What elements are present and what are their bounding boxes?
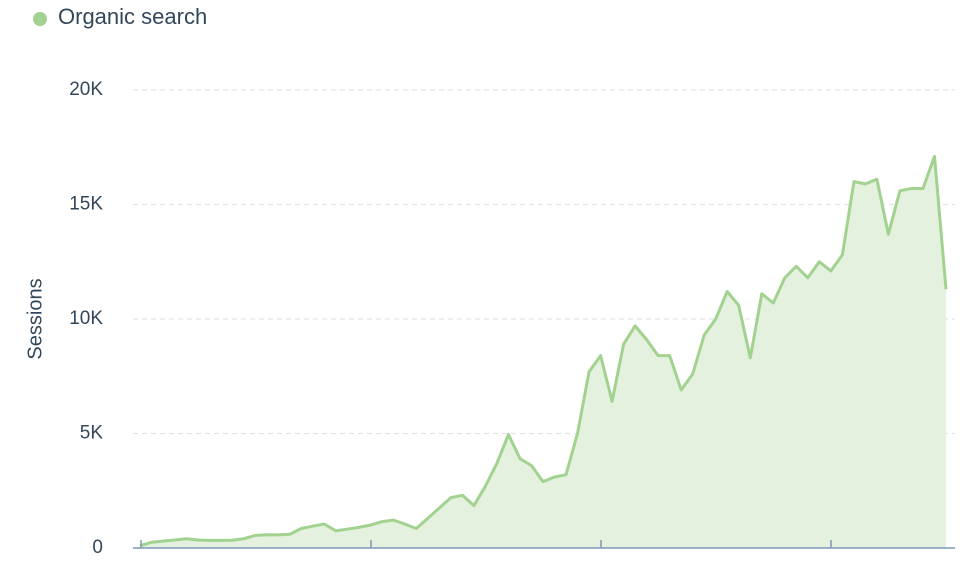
area-fill [140, 156, 946, 548]
y-tick-label: 20K [69, 79, 103, 100]
y-tick-label: 15K [69, 194, 103, 215]
y-tick-label: 0 [92, 537, 103, 558]
legend-swatch [33, 12, 47, 26]
y-tick-label: 10K [69, 308, 103, 329]
legend-label[interactable]: Organic search [58, 4, 207, 29]
y-axis-label: Sessions [24, 278, 46, 359]
area-line [139, 154, 948, 548]
y-tick-label: 5K [80, 423, 104, 444]
